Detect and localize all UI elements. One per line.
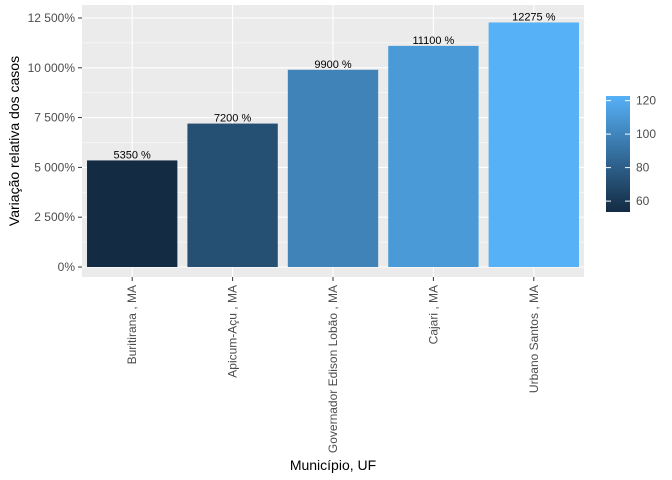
x-axis-title: Município, UF — [290, 457, 376, 473]
bar — [388, 45, 479, 267]
x-tick-label: Governador Edison Lobão , MA — [326, 285, 340, 453]
y-tick-label: 12 500% — [28, 11, 76, 25]
x-tick-label: Cajari , MA — [426, 285, 440, 344]
x-tick-label: Buritirana , MA — [125, 285, 139, 364]
legend-colorbar — [606, 96, 630, 212]
color-legend: 60 80 100 120 — [606, 94, 656, 212]
bar — [87, 160, 178, 267]
legend-tick-label: 60 — [636, 194, 650, 208]
x-axis: Buritirana , MA Apicum-Açu , MA Governador… — [125, 277, 541, 453]
x-tick-label: Apicum-Açu , MA — [226, 285, 240, 378]
y-tick-label: 5 000% — [34, 160, 75, 174]
legend-tick-label: 80 — [636, 161, 650, 175]
y-tick-label: 0% — [58, 260, 76, 274]
legend-tick-label: 100 — [636, 127, 656, 141]
y-axis: 0% 2 500% 5 000% 7 500% 10 000% 12 500% — [28, 11, 82, 274]
bars — [87, 22, 579, 268]
y-tick-label: 10 000% — [28, 61, 76, 75]
bar — [187, 123, 278, 268]
y-tick-label: 2 500% — [34, 210, 75, 224]
legend-tick-label: 120 — [636, 94, 656, 108]
bar — [488, 22, 579, 268]
bar-value-label: 7200 % — [214, 113, 252, 125]
x-tick-label: Urbano Santos , MA — [527, 285, 541, 393]
bar — [287, 69, 379, 268]
bar-value-label: 12275 % — [512, 11, 556, 23]
bar-value-label: 9900 % — [314, 59, 352, 71]
bar-value-label: 5350 % — [114, 149, 152, 161]
y-tick-label: 7 500% — [34, 111, 75, 125]
bar-value-label: 11100 % — [413, 35, 455, 47]
bar-labels: 5350 % 7200 % 9900 % 11100 % 12275 % — [114, 11, 556, 161]
y-axis-title: Variação relativa dos casos — [6, 56, 22, 226]
